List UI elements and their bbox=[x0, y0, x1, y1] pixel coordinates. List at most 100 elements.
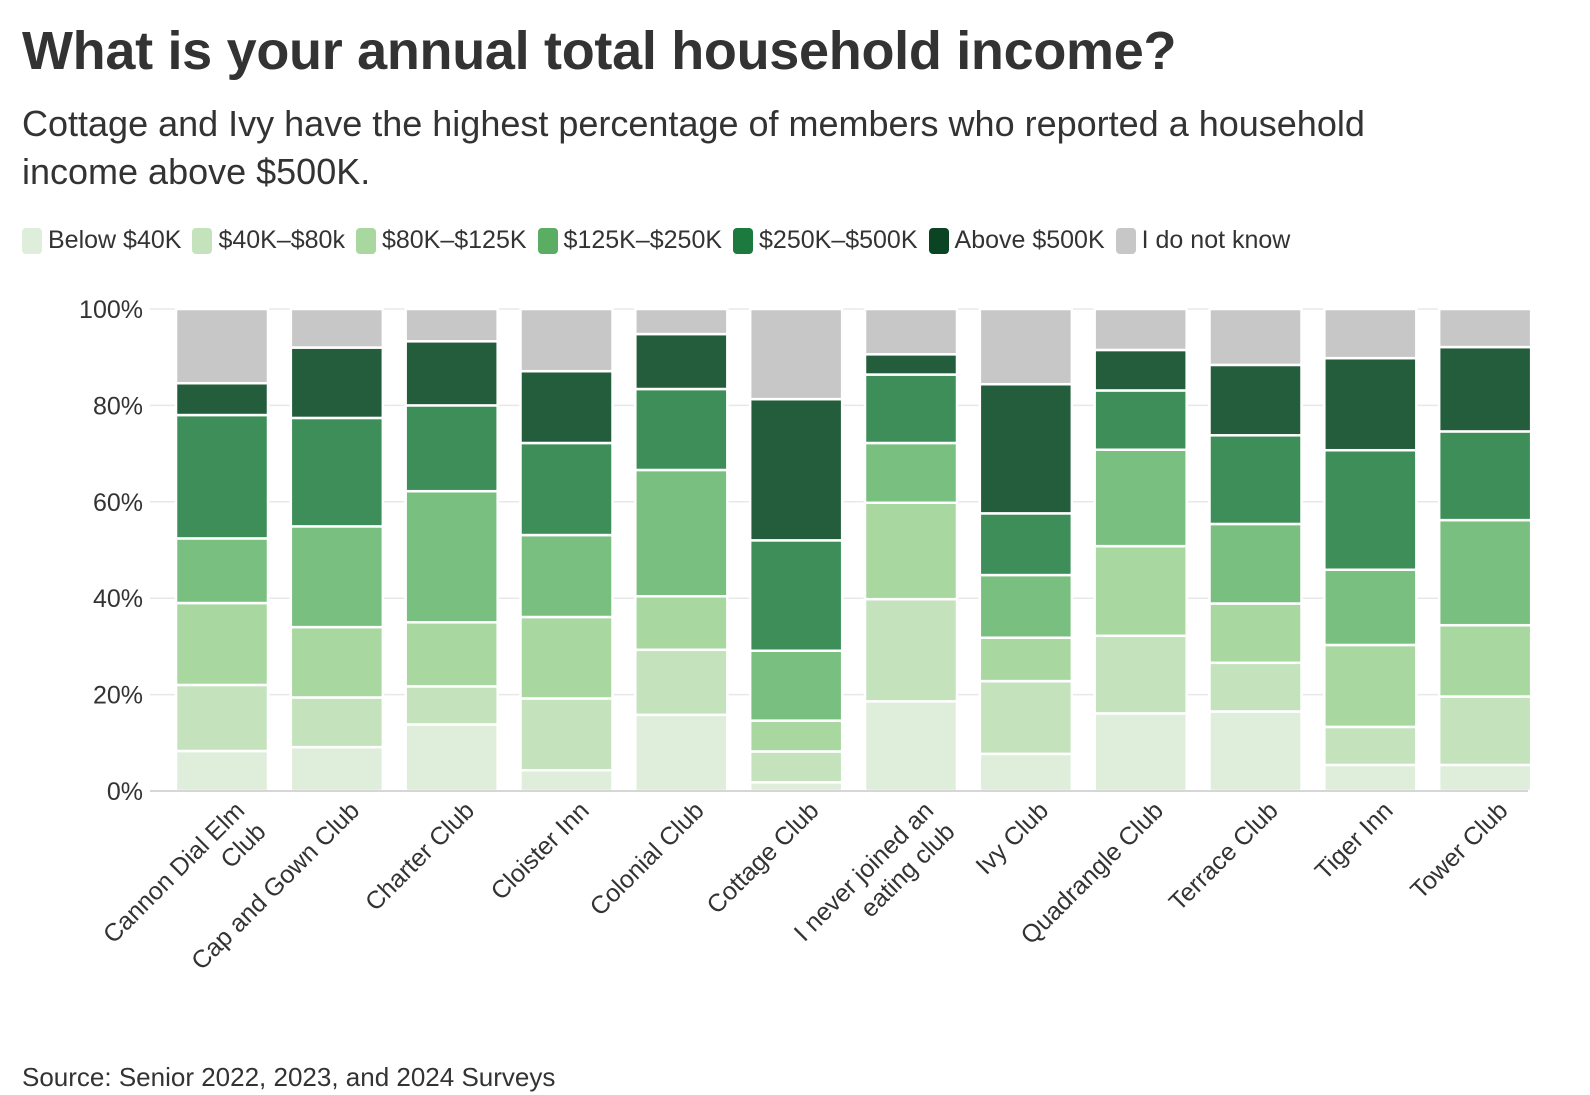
chart-subtitle: Cottage and Ivy have the highest percent… bbox=[22, 103, 1365, 192]
bar-segment bbox=[978, 382, 1074, 515]
bar-segment bbox=[174, 307, 270, 385]
bar-segment bbox=[1093, 348, 1188, 392]
x-tick-label: Colonial Club bbox=[585, 796, 710, 921]
legend-item-125k-250k: $125K–$250K bbox=[537, 226, 723, 255]
bar-segment bbox=[1323, 763, 1418, 793]
legend-label: $80K–$125K bbox=[381, 226, 527, 254]
bar-group bbox=[1093, 307, 1188, 793]
y-tick-label: 80% bbox=[93, 392, 143, 420]
bar-segment bbox=[404, 404, 499, 493]
chart-title: What is your annual total household inco… bbox=[22, 21, 1177, 81]
bar-segment bbox=[1093, 389, 1188, 451]
bar-segment bbox=[1208, 522, 1303, 605]
x-tick-label: Cottage Club bbox=[701, 796, 824, 919]
bar-segment bbox=[1208, 661, 1303, 713]
y-tick-label: 100% bbox=[79, 296, 143, 324]
bar-segment bbox=[289, 696, 385, 749]
bar-segment bbox=[863, 700, 959, 793]
bar-segment bbox=[634, 648, 729, 717]
bar-segment bbox=[519, 369, 614, 445]
bar-segment bbox=[404, 307, 499, 343]
bar-group bbox=[404, 307, 499, 793]
bar-segment bbox=[289, 745, 385, 793]
x-tick-label: Cloister Inn bbox=[486, 796, 595, 905]
bar-segment bbox=[1437, 307, 1533, 349]
bar-segment bbox=[1323, 643, 1418, 729]
bar-group bbox=[1437, 307, 1533, 793]
bar-segment bbox=[1208, 307, 1303, 367]
bar-segment bbox=[863, 441, 959, 505]
bar-segment bbox=[519, 307, 614, 373]
legend-label: Above $500K bbox=[954, 226, 1105, 254]
legend: Below $40K $40K–$80k $80K–$125K $125K–$2… bbox=[22, 226, 1301, 255]
bar-segment bbox=[978, 573, 1074, 639]
bar-segment bbox=[1093, 712, 1188, 793]
legend-label: $125K–$250K bbox=[563, 226, 723, 254]
bar-group bbox=[1323, 307, 1418, 793]
bar-segment bbox=[1093, 544, 1188, 638]
bar-segment bbox=[748, 539, 844, 652]
bar-segment bbox=[174, 537, 270, 605]
legend-item-above-500k: Above $500K bbox=[928, 226, 1105, 255]
x-tick-label: Tiger Inn bbox=[1310, 796, 1399, 885]
bar-segment bbox=[863, 373, 959, 445]
bar-segment bbox=[174, 601, 270, 687]
legend-swatch bbox=[733, 227, 754, 254]
legend-label: Below $40K bbox=[48, 226, 182, 254]
bar-segment bbox=[863, 353, 959, 376]
bar-segment bbox=[978, 512, 1074, 577]
bar-segment bbox=[289, 307, 385, 349]
bar-segment bbox=[1437, 695, 1533, 767]
bar-group bbox=[1208, 307, 1303, 793]
bar-segment bbox=[748, 649, 844, 722]
bar-segment bbox=[978, 636, 1074, 683]
bar-segment bbox=[1323, 356, 1418, 452]
x-tick-label: Tower Club bbox=[1405, 796, 1513, 904]
y-tick-label: 60% bbox=[93, 489, 143, 517]
bar-segment bbox=[404, 685, 499, 726]
bar-segment bbox=[289, 525, 385, 629]
bar-segment bbox=[1437, 763, 1533, 793]
y-tick-label: 40% bbox=[93, 585, 143, 613]
bar-segment bbox=[1208, 434, 1303, 526]
bar-segment bbox=[634, 387, 729, 472]
bar-segment bbox=[748, 781, 844, 793]
stacked-bar-chart: 0%20%40%60%80%100%Cannon Dial ElmClubCap… bbox=[79, 296, 1533, 975]
y-tick-label: 20% bbox=[93, 682, 143, 710]
x-tick-label: Charter Club bbox=[360, 796, 480, 916]
legend-item-40k-80k: $40K–$80k bbox=[192, 226, 345, 255]
bar-segment bbox=[1323, 307, 1418, 360]
legend-item-250k-500k: $250K–$500K bbox=[733, 226, 918, 255]
bar-segment bbox=[519, 697, 614, 772]
bar-segment bbox=[404, 489, 499, 624]
bar-group bbox=[863, 307, 959, 793]
bar-segment bbox=[978, 679, 1074, 756]
bar-segment bbox=[634, 713, 729, 793]
bar-segment bbox=[519, 441, 614, 537]
bar-segment bbox=[289, 416, 385, 528]
bar-segment bbox=[1437, 518, 1533, 627]
x-tick-label: Ivy Club bbox=[970, 796, 1054, 880]
bar-segment bbox=[863, 597, 959, 703]
bar-segment bbox=[174, 683, 270, 753]
x-tick-label: Cannon Dial ElmClub bbox=[98, 796, 272, 970]
bar-segment bbox=[634, 468, 729, 598]
bar-segment bbox=[863, 307, 959, 356]
bar-segment bbox=[978, 307, 1074, 386]
bar-segment bbox=[1093, 307, 1188, 352]
bar-group bbox=[978, 307, 1074, 793]
bar-segment bbox=[1208, 710, 1303, 793]
bar-segment bbox=[748, 307, 844, 401]
source-note: Source: Senior 2022, 2023, and 2024 Surv… bbox=[22, 1062, 556, 1092]
bar-segment bbox=[1323, 568, 1418, 647]
bar-segment bbox=[748, 719, 844, 753]
bar-segment bbox=[174, 413, 270, 540]
bar-group bbox=[519, 307, 614, 793]
legend-label: $40K–$80k bbox=[218, 226, 345, 254]
legend-swatch bbox=[928, 227, 949, 254]
legend-swatch bbox=[22, 227, 42, 254]
bar-segment bbox=[1323, 448, 1418, 572]
bar-segment bbox=[519, 533, 614, 619]
x-tick-label: Terrace Club bbox=[1164, 796, 1284, 916]
bar-segment bbox=[863, 501, 959, 601]
